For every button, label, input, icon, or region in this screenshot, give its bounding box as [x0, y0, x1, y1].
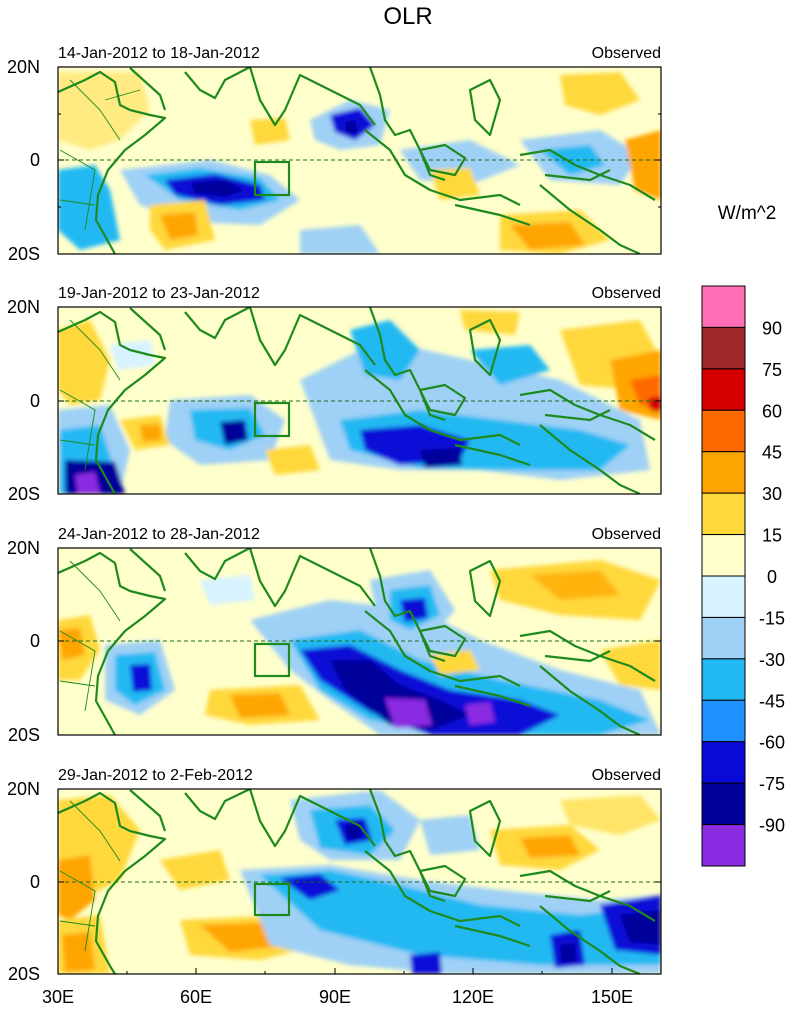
- units-label: W/m^2: [718, 203, 777, 224]
- lon-tick-30e: 30E: [42, 987, 74, 1007]
- panel-2-lat-20n: 20N: [7, 297, 40, 317]
- colorbar-label-11: -75: [759, 774, 785, 794]
- panel-2: 19-Jan-2012 to 23-Jan-2012 Observed: [7, 285, 662, 504]
- panel-3-lat-0: 0: [30, 631, 40, 651]
- colorbar-box-3: [701, 409, 746, 453]
- colorbar-box-2: [701, 368, 746, 411]
- lon-tick-60e: 60E: [180, 987, 212, 1007]
- colorbar-box-7: [701, 575, 746, 618]
- figure-title: OLR: [383, 3, 432, 30]
- colorbar-label-3: 45: [762, 443, 782, 463]
- colorbar-box-6: [701, 534, 746, 577]
- colorbar-box-11: [701, 741, 746, 784]
- colorbar: 90 75 60 45 30 15 0 -15 -30 -45 -60 -75 -90: [701, 285, 785, 867]
- colorbar-box-9: [701, 658, 746, 701]
- colorbar-label-2: 60: [762, 401, 782, 421]
- colorbar-box-5: [701, 492, 746, 536]
- colorbar-box-13: [701, 824, 746, 867]
- panel-4-lat-0: 0: [30, 872, 40, 892]
- panel-2-lat-20s: 20S: [8, 484, 40, 504]
- colorbar-label-10: -60: [759, 733, 785, 753]
- panel-4-date: 29-Jan-2012 to 2-Feb-2012: [58, 767, 253, 784]
- colorbar-label-4: 30: [762, 484, 782, 504]
- panel-3-map: [58, 548, 661, 735]
- colorbar-box-12: [701, 782, 746, 826]
- panel-1-label: Observed: [592, 45, 661, 62]
- colorbar-label-9: -45: [759, 691, 785, 711]
- colorbar-box-8: [701, 616, 746, 660]
- panel-3-label: Observed: [592, 526, 661, 543]
- panel-1-lat-20s: 20S: [8, 244, 40, 264]
- panel-2-label: Observed: [592, 285, 661, 302]
- panel-2-map: [58, 307, 661, 494]
- colorbar-label-5: 15: [762, 526, 782, 546]
- lon-tick-150e: 150E: [591, 987, 633, 1007]
- colorbar-label-12: -90: [759, 816, 785, 836]
- lon-tick-90e: 90E: [319, 987, 351, 1007]
- colorbar-label-7: -15: [759, 608, 785, 628]
- panel-2-lat-0: 0: [30, 391, 40, 411]
- colorbar-box-4: [701, 451, 746, 494]
- panel-1: 14-Jan-2012 to 18-Jan-2012 Observed: [7, 45, 662, 264]
- panel-3-lat-20s: 20S: [8, 725, 40, 745]
- colorbar-label-8: -30: [759, 650, 785, 670]
- panel-1-lat-20n: 20N: [7, 57, 40, 77]
- colorbar-box-10: [701, 699, 746, 743]
- panel-1-map: [58, 67, 661, 254]
- colorbar-label-0: 90: [762, 318, 782, 338]
- lon-tick-120e: 120E: [452, 987, 494, 1007]
- panel-3: 24-Jan-2012 to 28-Jan-2012 Observed: [7, 526, 662, 745]
- panel-4-lat-20n: 20N: [7, 779, 40, 799]
- panel-1-lat-0: 0: [30, 150, 40, 170]
- colorbar-label-1: 75: [762, 360, 782, 380]
- panel-2-date: 19-Jan-2012 to 23-Jan-2012: [58, 285, 260, 302]
- panel-3-lat-20n: 20N: [7, 538, 40, 558]
- lon-axis: 30E 60E 90E 120E 150E: [42, 987, 633, 1007]
- panel-1-date: 14-Jan-2012 to 18-Jan-2012: [58, 45, 260, 62]
- colorbar-box-0: [701, 285, 746, 328]
- panel-4: 29-Jan-2012 to 2-Feb-2012 Observed: [7, 767, 662, 984]
- panel-4-map: [58, 789, 661, 974]
- panel-3-date: 24-Jan-2012 to 28-Jan-2012: [58, 526, 260, 543]
- colorbar-label-6: 0: [767, 567, 777, 587]
- colorbar-box-1: [701, 326, 746, 370]
- panel-4-lat-20s: 20S: [8, 964, 40, 984]
- panel-4-label: Observed: [592, 767, 661, 784]
